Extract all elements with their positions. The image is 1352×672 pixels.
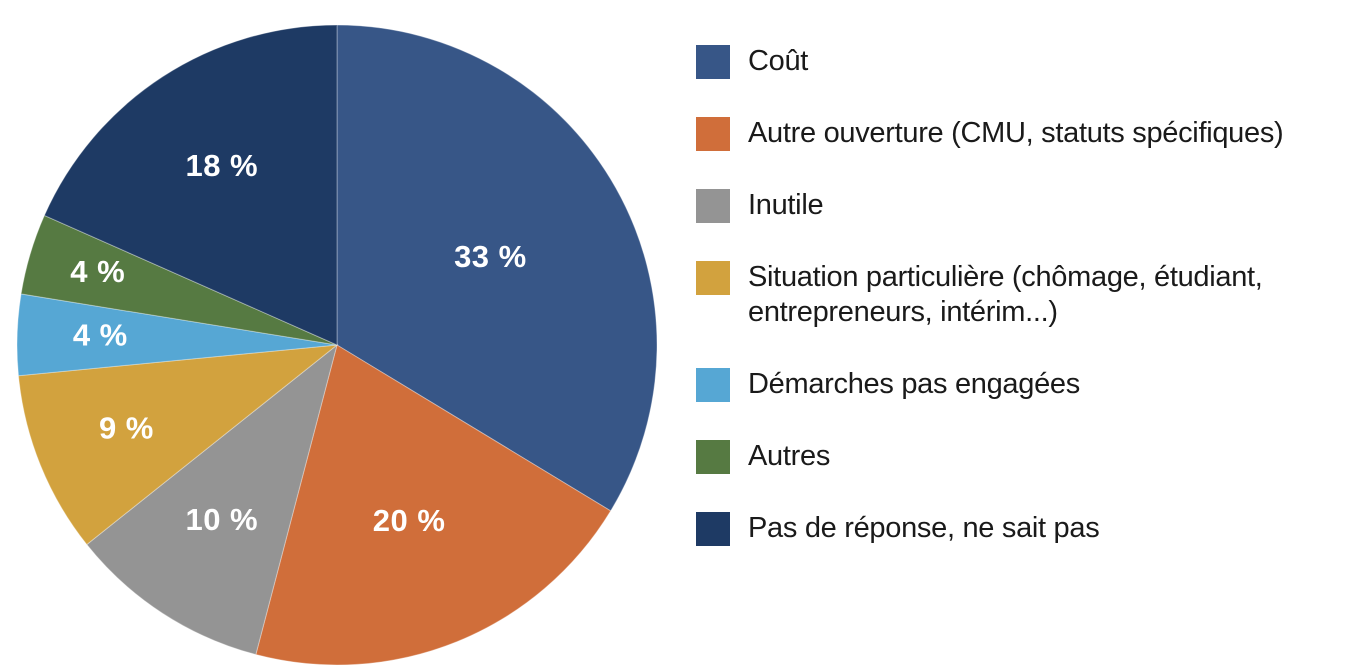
pie-slice-percent-label: 4 %: [70, 254, 125, 289]
legend-item-3: Situation particulière (chômage, étudian…: [696, 260, 1346, 330]
chart-legend: Coût Autre ouverture (CMU, statuts spécif…: [696, 44, 1346, 546]
pie-slice-4: [16, 293, 338, 377]
pie-slice-2: [86, 343, 338, 656]
legend-label: Coût: [748, 45, 809, 77]
pie-slice-percent-label: 4 %: [73, 318, 128, 353]
pie-slice-percent-label: 18 %: [185, 148, 258, 183]
pie-slice-6: [43, 24, 338, 346]
legend-swatch-icon: [696, 512, 730, 546]
legend-item-2: Inutile: [696, 188, 1346, 223]
legend-item-1: Autre ouverture (CMU, statuts spécifique…: [696, 116, 1346, 151]
pie-slice-1: [255, 344, 612, 666]
pie-slice-percent-label: 20 %: [373, 503, 446, 538]
legend-item-0: Coût: [696, 44, 1346, 79]
pie-slice-percent-label: 33 %: [454, 239, 527, 274]
legend-label: Autre ouverture (CMU, statuts spécifique…: [748, 117, 1284, 149]
legend-swatch-icon: [696, 368, 730, 402]
pie-slice-5: [20, 214, 338, 346]
legend-item-5: Autres: [696, 439, 1346, 474]
legend-swatch-icon: [696, 440, 730, 474]
pie-slice-percent-label: 10 %: [185, 502, 258, 537]
pie-slice-3: [17, 344, 339, 546]
legend-swatch-icon: [696, 189, 730, 223]
legend-swatch-icon: [696, 45, 730, 79]
legend-item-6: Pas de réponse, ne sait pas: [696, 511, 1346, 546]
legend-label: Inutile: [748, 189, 824, 221]
legend-label: Autres: [748, 440, 831, 472]
pie-slice-percent-label: 9 %: [99, 410, 154, 445]
pie-chart: 33 % 20 % 10 % 9 % 4 % 4 % 18 %: [16, 24, 658, 666]
legend-item-4: Démarches pas engagées: [696, 367, 1346, 402]
pie-chart-svg: 33 % 20 % 10 % 9 % 4 % 4 % 18 %: [16, 24, 658, 666]
legend-label: Situation particulière (chômage, étudian…: [748, 261, 1263, 328]
legend-swatch-icon: [696, 117, 730, 151]
legend-swatch-icon: [696, 261, 730, 295]
pie-slice-0: [336, 24, 658, 512]
legend-label: Démarches pas engagées: [748, 368, 1080, 400]
legend-label: Pas de réponse, ne sait pas: [748, 512, 1100, 544]
